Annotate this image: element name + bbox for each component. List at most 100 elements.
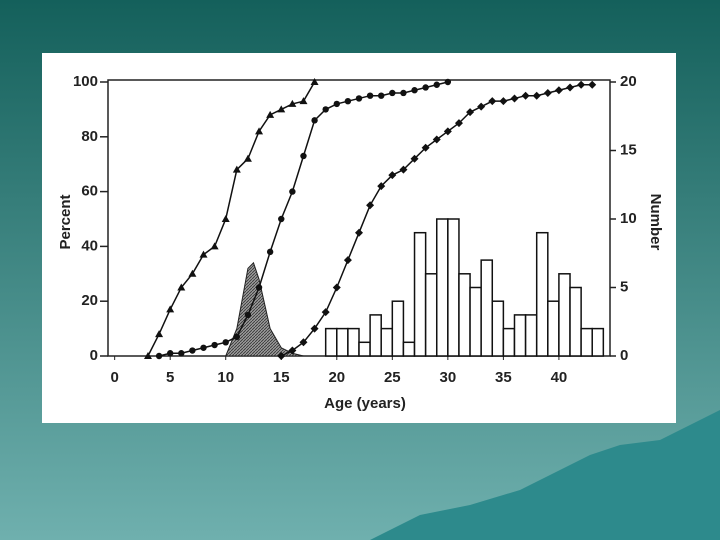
y-tick-label: 40 <box>81 237 98 254</box>
y2-tick-label: 5 <box>620 278 628 295</box>
diamond-marker <box>532 91 541 100</box>
histogram-bar <box>591 327 605 357</box>
histogram-bar <box>369 314 382 357</box>
triangle-marker <box>143 352 152 359</box>
x-axis-label: Age (years) <box>324 395 406 412</box>
y2-tick-label: 0 <box>620 347 628 364</box>
diamond-marker <box>277 352 286 360</box>
circle-marker <box>300 152 307 160</box>
diamond-marker <box>410 154 419 163</box>
triangle-marker <box>266 110 275 118</box>
triangle-marker <box>166 305 175 313</box>
x-tick-label: 0 <box>110 369 118 386</box>
diamond-marker <box>366 201 375 210</box>
histogram-bar <box>547 300 560 357</box>
histogram-bar <box>324 327 338 357</box>
y-axis-label: Percent <box>57 194 74 249</box>
triangle-marker <box>210 242 219 250</box>
diamond-marker <box>488 97 497 106</box>
diamond-marker <box>588 80 597 89</box>
diamond-marker <box>477 102 486 111</box>
diamond-marker <box>577 80 586 89</box>
histogram-bar <box>424 273 438 357</box>
diamond-marker <box>566 83 575 92</box>
histogram-bar <box>380 327 394 357</box>
circle-marker <box>378 92 385 99</box>
histogram-bar <box>469 286 482 357</box>
y-tick-label: 0 <box>90 347 98 364</box>
diamond-marker <box>432 135 441 144</box>
circle-marker <box>344 97 352 105</box>
histogram-bar <box>347 327 360 357</box>
diamond-marker <box>310 324 319 333</box>
triangle-marker <box>188 269 197 277</box>
cumulative-line <box>147 81 316 357</box>
histogram-bar <box>569 286 582 357</box>
triangle-marker <box>310 78 319 85</box>
circle-marker <box>189 347 196 354</box>
triangle-marker <box>199 250 208 258</box>
circle-marker <box>355 95 363 102</box>
diamond-marker <box>321 308 330 317</box>
circle-marker <box>311 117 318 124</box>
circle-marker <box>266 248 274 256</box>
circle-marker <box>155 352 163 360</box>
histogram-bar <box>391 300 405 357</box>
circle-marker <box>255 284 263 291</box>
y-tick-label: 60 <box>81 183 98 200</box>
diamond-marker <box>543 88 552 97</box>
histogram-bar <box>336 327 349 357</box>
histogram-bar <box>535 231 549 357</box>
circle-marker <box>289 188 296 195</box>
x-tick-label: 25 <box>384 369 401 386</box>
circle-marker <box>278 215 285 223</box>
circle-marker <box>333 100 340 108</box>
diamond-marker <box>388 171 397 180</box>
diamond-marker <box>510 94 519 103</box>
diamond-marker <box>343 256 352 265</box>
triangle-marker <box>299 97 308 105</box>
diamond-marker <box>499 97 508 106</box>
circle-marker <box>211 341 218 349</box>
distribution-area <box>224 261 304 357</box>
triangle-marker <box>255 127 264 135</box>
diamond-marker <box>521 91 530 100</box>
triangle-marker <box>221 215 230 222</box>
x-tick-label: 20 <box>328 369 345 386</box>
y-tick-label: 20 <box>81 292 98 309</box>
y-tick-label: 100 <box>73 73 98 90</box>
circle-marker <box>200 344 207 351</box>
histogram-bar <box>491 300 505 357</box>
diamond-marker <box>288 346 297 355</box>
triangle-marker <box>288 99 297 107</box>
histogram-bar <box>558 273 571 357</box>
y2-axis-label: Number <box>647 194 664 251</box>
x-tick-label: 5 <box>166 369 174 386</box>
triangle-marker <box>155 330 164 338</box>
circle-marker <box>444 78 452 86</box>
y2-tick-label: 10 <box>620 210 637 227</box>
triangle-marker <box>243 154 252 162</box>
diamond-marker <box>355 228 363 237</box>
histogram-bar <box>458 273 471 357</box>
triangle-marker <box>177 283 186 291</box>
x-tick-label: 10 <box>217 369 234 386</box>
diamond-marker <box>466 108 475 117</box>
diamond-marker <box>377 182 386 191</box>
y2-tick-label: 20 <box>620 73 637 90</box>
chart-panel <box>42 53 676 423</box>
diamond-marker <box>443 127 452 136</box>
circle-marker <box>222 339 229 346</box>
circle-marker <box>411 87 418 94</box>
histogram-bar <box>358 341 371 357</box>
y-tick-label: 80 <box>81 128 98 145</box>
x-tick-label: 15 <box>273 369 290 386</box>
diamond-marker <box>399 165 408 174</box>
circle-marker <box>166 350 174 357</box>
histogram-bar <box>402 341 416 357</box>
histogram-bar <box>435 218 449 357</box>
y2-tick-label: 15 <box>620 141 637 158</box>
circle-marker <box>244 311 252 319</box>
histogram-bar <box>513 314 527 357</box>
x-tick-label: 40 <box>551 369 568 386</box>
